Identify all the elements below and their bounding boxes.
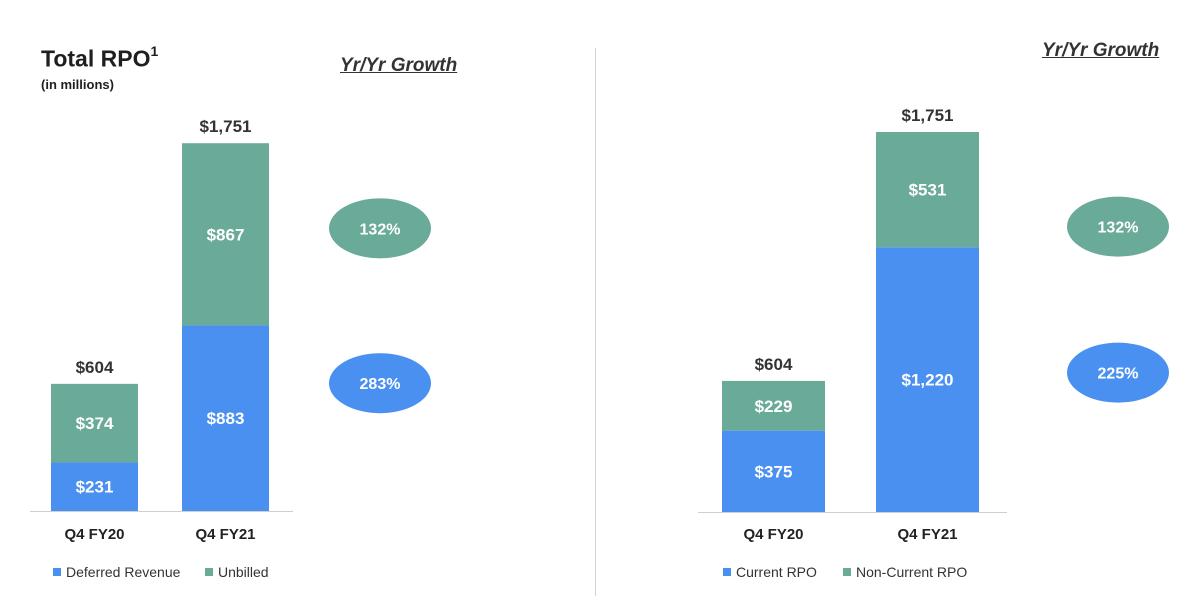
- x-tick-label: Q4 FY20: [64, 526, 124, 543]
- bar-value-label: $867: [207, 225, 245, 244]
- legend-swatch: [53, 568, 61, 576]
- panel-divider: [595, 48, 596, 596]
- legend-entry: Deferred Revenue: [66, 564, 181, 580]
- bar-total-label: $1,751: [902, 106, 954, 125]
- bar-total-label: $604: [76, 358, 114, 377]
- bar-value-label: $374: [76, 414, 114, 433]
- growth-bubble-deferred-revenue: [329, 353, 431, 414]
- legend-swatch: [723, 568, 731, 576]
- bar-total-label: $604: [755, 355, 793, 374]
- growth-bubble-current-rpo: [1067, 342, 1169, 403]
- x-tick-label: Q4 FY21: [897, 526, 957, 543]
- bar-value-label: $375: [755, 462, 793, 481]
- bar-value-label: $1,220: [902, 371, 954, 390]
- bar-1-unbilled-2: [182, 143, 269, 326]
- bar-value-label: $229: [755, 397, 793, 416]
- growth-label: 132%: [360, 221, 401, 238]
- legend-entry: Current RPO: [736, 564, 817, 580]
- bar-value-label: $883: [207, 409, 245, 428]
- legend-swatch: [205, 568, 213, 576]
- x-tick-label: Q4 FY20: [743, 526, 803, 543]
- growth-bubble-non-current-rpo: [1067, 196, 1169, 257]
- chart-subtitle: (in millions): [41, 76, 114, 92]
- bar-value-label: $531: [909, 181, 947, 200]
- legend-entry: Unbilled: [218, 564, 269, 580]
- bar-1-unbilled-1: [51, 383, 138, 463]
- chart-title: Total RPO1: [41, 43, 159, 72]
- bar-1-deferred-revenue-2: [182, 325, 269, 511]
- title-footnote: 1: [150, 43, 159, 59]
- growth-label: 283%: [360, 376, 401, 393]
- bar-2-non-current-rpo-1: [722, 380, 825, 431]
- growth-bubble-unbilled: [329, 198, 431, 259]
- growth-header-left: Yr/Yr Growth: [340, 55, 458, 76]
- growth-header-right: Yr/Yr Growth: [1042, 40, 1160, 61]
- bar-2-current-rpo-2: [876, 247, 979, 513]
- bar-total-label: $1,751: [200, 117, 252, 136]
- bar-1-deferred-revenue-1: [51, 462, 138, 511]
- growth-label: 225%: [1098, 366, 1139, 383]
- legend-entry: Non-Current RPO: [856, 564, 967, 580]
- bar-2-non-current-rpo-2: [876, 132, 979, 248]
- bar-value-label: $231: [76, 478, 114, 497]
- chart-title-block: Total RPO1 (in millions): [41, 43, 159, 92]
- x-tick-label: Q4 FY21: [195, 526, 255, 543]
- growth-label: 132%: [1098, 220, 1139, 237]
- legend-swatch: [843, 568, 851, 576]
- bar-2-current-rpo-1: [722, 430, 825, 512]
